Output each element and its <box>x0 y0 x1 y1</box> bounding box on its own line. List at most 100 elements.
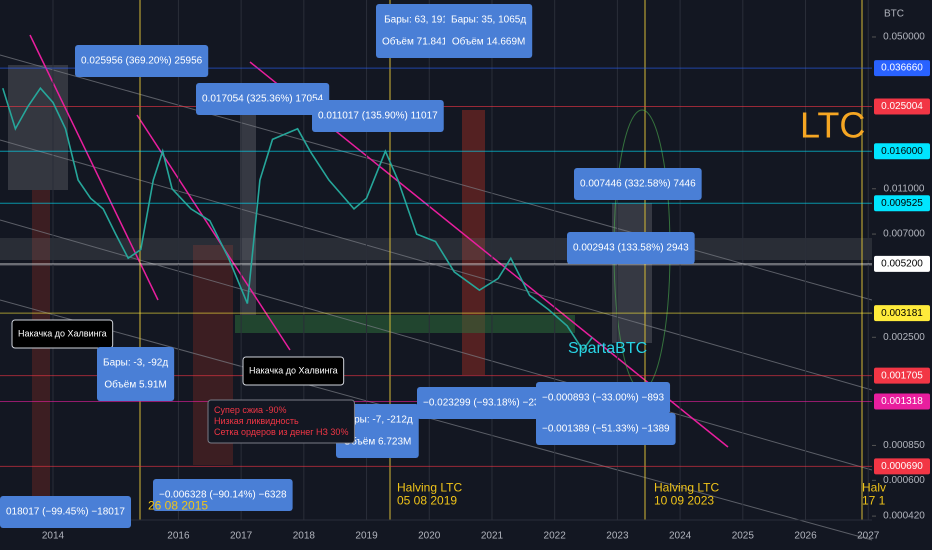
channel-lines <box>0 54 873 541</box>
annotation: Бары: -3, -92д Объём 5.91M <box>97 347 175 401</box>
channel-line <box>0 219 873 471</box>
price-level-tag <box>874 458 930 475</box>
annotation-box <box>417 387 563 419</box>
x-tick-label: 2019 <box>355 531 378 542</box>
channel-line <box>0 299 873 541</box>
annotation-text: 17 1 <box>862 494 886 508</box>
y-tick-label: 0.050000 <box>883 32 925 43</box>
axis-unit: BTC <box>884 9 904 20</box>
annotation: −0.023299 (−93.18%) −23299 <box>417 387 563 419</box>
y-tick-label: 0.000600 <box>883 475 925 486</box>
annotation: LTC <box>800 105 865 146</box>
annotation: Накачка до Халвинга <box>242 356 345 386</box>
price-level-tag <box>874 367 930 384</box>
price-level-tag <box>874 195 930 212</box>
annotation-box <box>153 479 293 511</box>
price-level-label: 0.009525 <box>881 198 923 209</box>
x-tick-label: 2027 <box>857 531 880 542</box>
price-level-label: 0.016000 <box>881 146 923 157</box>
price-level-label: 0.003181 <box>881 308 923 319</box>
logo-box <box>8 65 68 190</box>
annotation-box <box>207 399 355 444</box>
x-tick-label: 2016 <box>167 531 190 542</box>
green-zone <box>235 315 575 333</box>
annotation-box <box>0 496 131 528</box>
annotation-text: Объём 14.669M <box>452 36 526 48</box>
annotation-text: Сетка ордеров из денег НЗ 30% <box>214 427 348 437</box>
y-tick-label: 0.011000 <box>884 183 925 194</box>
annotation-text: Бары: 35, 1065д <box>451 15 526 26</box>
annotation-text: −0.006328 (−90.14%) −6328 <box>159 490 287 501</box>
annotation-text: 05 08 2019 <box>397 494 457 508</box>
annotation-text: LTC <box>800 105 865 146</box>
price-level-tag <box>874 393 930 410</box>
annotation-box <box>312 100 444 132</box>
annotation-text: Бары: 63, 1918 <box>384 15 454 26</box>
red-zone <box>32 190 50 510</box>
x-tick-label: 2022 <box>544 531 567 542</box>
annotation: 0.002943 (133.58%) 2943 <box>567 232 695 264</box>
channel-line <box>0 54 873 301</box>
y-tick-label: 0.007000 <box>883 229 925 240</box>
annotation-box <box>567 232 695 264</box>
y-tick-label: 0.000420 <box>883 511 925 522</box>
annotation: −0.000893 (−33.00%) −893 <box>536 382 671 414</box>
annotation: 26 08 2015 <box>148 499 208 513</box>
price-level-label: 0.001705 <box>881 370 923 381</box>
price-axis <box>872 0 932 550</box>
x-tick-label: 2014 <box>42 531 65 542</box>
annotation-text: 26 08 2015 <box>148 499 208 513</box>
annotation: −0.001389 (−51.33%) −1389 <box>536 413 676 445</box>
y-tick-label: 0.002500 <box>883 332 925 343</box>
price-level-label: 0.000690 <box>881 461 923 472</box>
annotation-box <box>196 83 330 115</box>
annotation-text: Halving LTC <box>654 481 719 495</box>
price-level-tag <box>874 98 930 115</box>
annotation-box <box>97 347 175 401</box>
annotation-text: Halv <box>862 481 886 495</box>
annotation: 0.007446 (332.58%) 7446 <box>574 168 702 200</box>
annotation: −0.006328 (−90.14%) −6328 <box>153 479 293 511</box>
annotation-text: Объём 6.723M <box>343 436 411 448</box>
annotation-text: Супер сжиа -90% <box>214 405 287 415</box>
annotation: 018017 (−99.45%) −18017 <box>0 496 131 528</box>
annotation-text: Накачка до Халвинга <box>249 365 338 375</box>
annotation-text: 0.017054 (325.36%) 17054 <box>202 94 324 105</box>
price-level-label: 0.025004 <box>881 101 923 112</box>
annotation-text: Halving LTC <box>397 481 462 495</box>
trend-line <box>29 34 159 301</box>
annotation-text: Низкая ликвидность <box>214 416 299 426</box>
price-level-tag <box>874 143 930 160</box>
price-level-tag <box>874 255 930 272</box>
annotation: Бары: -7, -212д Объём 6.723M <box>336 404 419 458</box>
price-level-tag <box>874 305 930 322</box>
annotation: SpartaBTC <box>568 340 647 357</box>
annotation-box <box>75 45 209 77</box>
annotation-text: Накачка до Халвинга <box>18 328 107 338</box>
annotation-box <box>11 319 114 349</box>
annotation-box <box>336 404 419 458</box>
annotation-box <box>242 356 345 386</box>
x-tick-label: 2021 <box>481 531 504 542</box>
annotation-text: 0.025956 (369.20%) 25956 <box>81 56 203 67</box>
x-tick-label: 2018 <box>293 531 316 542</box>
price-level-tag <box>874 60 930 77</box>
price-level-label: 0.036660 <box>881 63 923 74</box>
x-tick-label: 2024 <box>669 531 692 542</box>
annotation: Накачка до Халвинга <box>11 319 114 349</box>
annotation-text: Объём 5.91M <box>104 379 166 391</box>
y-tick-label: 0.000850 <box>883 440 925 451</box>
x-tick-label: 2017 <box>230 531 253 542</box>
annotation: 0.017054 (325.36%) 17054 <box>196 83 330 115</box>
annotation-box <box>536 382 671 414</box>
annotation-text: Объём 71.841M <box>382 36 456 48</box>
annotation-text: SpartaBTC <box>568 340 647 357</box>
annotation-text: Бары: -3, -92д <box>103 358 168 369</box>
price-level-label: 0.005200 <box>881 259 923 270</box>
price-level-label: 0.001318 <box>881 396 923 407</box>
annotation-box <box>445 4 533 58</box>
price-line <box>2 86 593 352</box>
